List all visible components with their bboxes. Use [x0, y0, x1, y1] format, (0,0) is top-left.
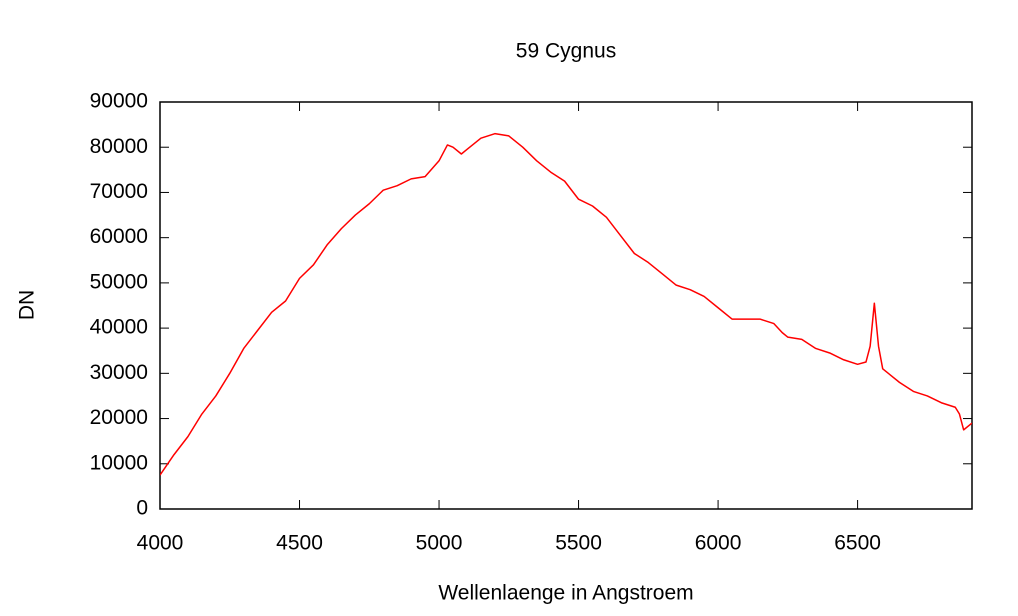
y-tick-label: 50000 [90, 270, 148, 293]
plot-frame [159, 101, 973, 510]
x-tick-label: 6000 [695, 532, 742, 555]
data-line [160, 132, 972, 476]
x-tick-label: 5500 [555, 532, 602, 555]
y-tick-label: 60000 [90, 225, 148, 248]
y-tick-label: 10000 [90, 451, 148, 474]
y-tick-label: 70000 [90, 180, 148, 203]
y-tick-label: 20000 [90, 406, 148, 429]
y-tick-label: 80000 [90, 135, 148, 158]
y-tick-label: 90000 [90, 90, 148, 113]
y-axis-label: DN [16, 290, 39, 320]
y-tick-label: 30000 [90, 361, 148, 384]
chart-title: 59 Cygnus [516, 40, 616, 63]
y-tick-label: 40000 [90, 316, 148, 339]
x-tick-label: 4000 [137, 532, 184, 555]
x-tick-label: 5000 [416, 532, 463, 555]
y-tick-label: 0 [136, 497, 148, 520]
x-tick-label: 6500 [834, 532, 881, 555]
x-axis-label: Wellenlaenge in Angstroem [438, 582, 693, 605]
x-tick-label: 4500 [276, 532, 323, 555]
